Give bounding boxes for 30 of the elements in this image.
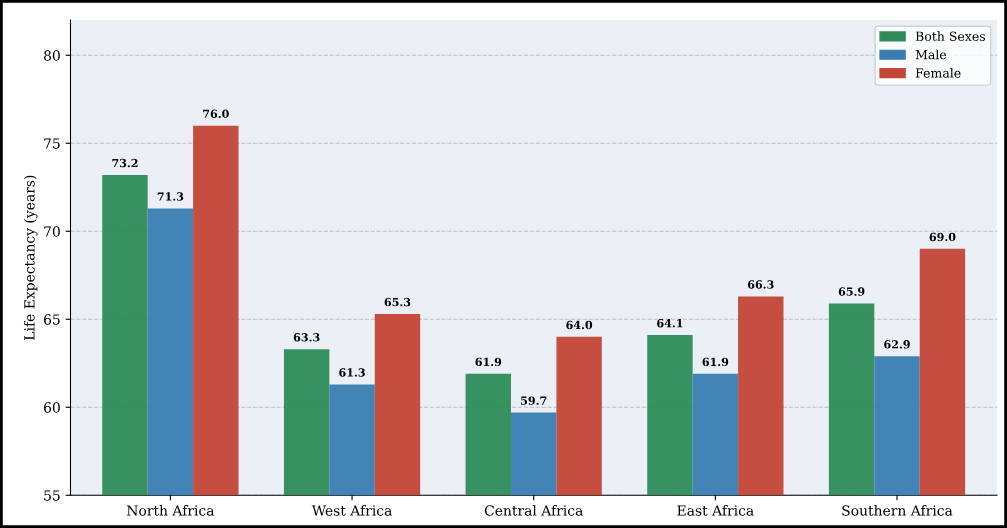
data-label: 61.9 bbox=[475, 357, 502, 367]
data-label: 62.9 bbox=[884, 340, 910, 349]
data-label: 69.0 bbox=[929, 232, 956, 242]
data-label: 61.9 bbox=[702, 357, 729, 367]
data-label: 71.3 bbox=[157, 192, 184, 201]
y-axis-title: Life Expectancy (years) bbox=[23, 175, 38, 340]
data-label: 64.1 bbox=[657, 318, 683, 328]
y-tick-label: 65 bbox=[44, 314, 60, 325]
legend-label: Male bbox=[915, 49, 947, 60]
data-label: 66.3 bbox=[747, 280, 774, 289]
y-tick-label: 70 bbox=[44, 226, 60, 237]
data-label: 59.7 bbox=[521, 396, 547, 405]
data-label: 64.0 bbox=[566, 320, 593, 330]
x-tick-label: Central Africa bbox=[484, 504, 583, 516]
y-tick-label: 60 bbox=[44, 402, 60, 413]
data-label: 65.3 bbox=[384, 297, 411, 307]
data-label: 61.3 bbox=[339, 368, 365, 377]
x-tick-label: Southern Africa bbox=[842, 504, 953, 516]
legend-label: Both Sexes bbox=[915, 31, 986, 41]
x-tick-label: West Africa bbox=[311, 504, 392, 516]
legend-label: Female bbox=[915, 68, 961, 78]
y-tick-label: 75 bbox=[44, 138, 60, 149]
x-tick-label: East Africa bbox=[677, 504, 754, 516]
data-label: 73.2 bbox=[112, 158, 138, 168]
y-tick-label: 80 bbox=[44, 50, 60, 61]
x-tick-label: North Africa bbox=[127, 504, 215, 516]
data-label: 63.3 bbox=[293, 333, 320, 342]
data-label: 76.0 bbox=[203, 109, 229, 118]
data-label: 65.9 bbox=[838, 287, 865, 296]
y-tick-label: 55 bbox=[44, 490, 60, 501]
